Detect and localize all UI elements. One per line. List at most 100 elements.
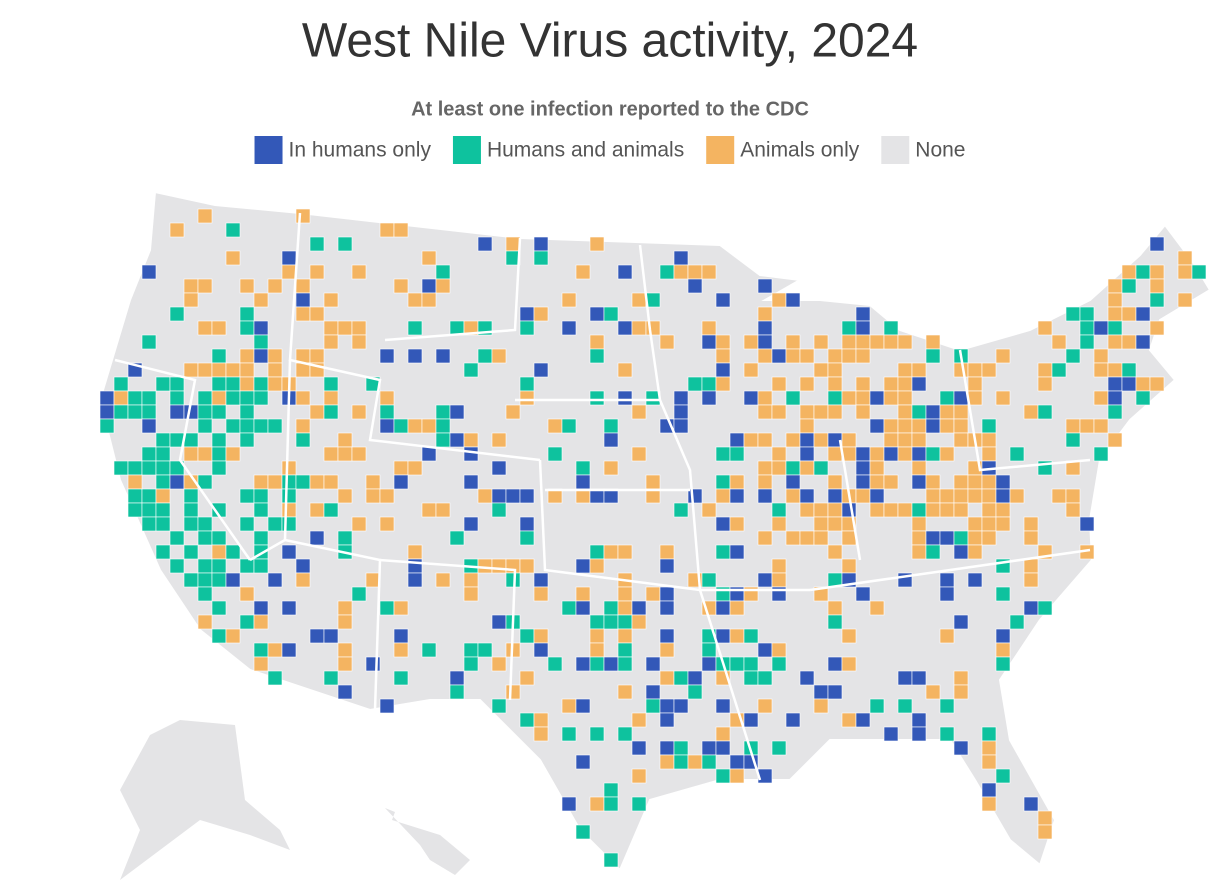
county bbox=[897, 418, 913, 434]
county bbox=[533, 726, 549, 742]
county bbox=[771, 376, 787, 392]
county bbox=[393, 474, 409, 490]
county bbox=[1079, 418, 1095, 434]
county bbox=[561, 796, 577, 812]
county bbox=[939, 404, 955, 420]
county bbox=[729, 432, 745, 448]
county bbox=[841, 334, 857, 350]
county bbox=[561, 320, 577, 336]
county bbox=[239, 516, 255, 532]
county bbox=[267, 642, 283, 658]
county bbox=[267, 418, 283, 434]
county bbox=[1149, 320, 1165, 336]
county bbox=[603, 432, 619, 448]
county bbox=[827, 684, 843, 700]
county bbox=[757, 698, 773, 714]
county bbox=[225, 628, 241, 644]
county bbox=[841, 348, 857, 364]
county bbox=[169, 530, 185, 546]
county bbox=[883, 376, 899, 392]
county bbox=[1107, 278, 1123, 294]
county bbox=[715, 698, 731, 714]
county bbox=[519, 306, 535, 322]
county bbox=[701, 642, 717, 658]
county bbox=[421, 418, 437, 434]
county bbox=[533, 642, 549, 658]
county bbox=[519, 516, 535, 532]
county bbox=[897, 404, 913, 420]
county bbox=[771, 292, 787, 308]
county bbox=[953, 390, 969, 406]
county bbox=[1079, 334, 1095, 350]
county bbox=[617, 726, 633, 742]
county bbox=[995, 628, 1011, 644]
county bbox=[967, 362, 983, 378]
county bbox=[99, 418, 115, 434]
county bbox=[1107, 334, 1123, 350]
county bbox=[757, 572, 773, 588]
county bbox=[253, 334, 269, 350]
county bbox=[673, 250, 689, 266]
county bbox=[743, 432, 759, 448]
county bbox=[253, 642, 269, 658]
county bbox=[617, 684, 633, 700]
county bbox=[281, 474, 297, 490]
county bbox=[701, 264, 717, 280]
county bbox=[127, 474, 143, 490]
county bbox=[1121, 264, 1137, 280]
county bbox=[309, 264, 325, 280]
county bbox=[99, 404, 115, 420]
county-cells bbox=[99, 208, 1207, 868]
county bbox=[995, 768, 1011, 784]
county bbox=[715, 726, 731, 742]
county bbox=[925, 502, 941, 518]
county bbox=[855, 376, 871, 392]
county bbox=[1023, 404, 1039, 420]
county bbox=[757, 306, 773, 322]
county bbox=[239, 390, 255, 406]
county bbox=[827, 348, 843, 364]
county bbox=[533, 572, 549, 588]
county bbox=[239, 418, 255, 434]
county bbox=[561, 698, 577, 714]
county bbox=[925, 348, 941, 364]
county bbox=[505, 404, 521, 420]
county bbox=[337, 320, 353, 336]
county bbox=[701, 572, 717, 588]
county bbox=[617, 362, 633, 378]
county bbox=[981, 446, 997, 462]
county bbox=[785, 334, 801, 350]
county bbox=[561, 726, 577, 742]
county bbox=[617, 642, 633, 658]
county bbox=[617, 320, 633, 336]
county bbox=[841, 558, 857, 574]
county bbox=[911, 404, 927, 420]
county bbox=[981, 726, 997, 742]
county bbox=[1135, 390, 1151, 406]
county bbox=[911, 544, 927, 560]
county bbox=[1065, 348, 1081, 364]
county bbox=[183, 516, 199, 532]
county bbox=[491, 502, 507, 518]
county bbox=[995, 502, 1011, 518]
county bbox=[953, 670, 969, 686]
county bbox=[449, 404, 465, 420]
county bbox=[183, 292, 199, 308]
county bbox=[337, 614, 353, 630]
county bbox=[785, 390, 801, 406]
county bbox=[659, 558, 675, 574]
county bbox=[995, 656, 1011, 672]
county bbox=[155, 376, 171, 392]
county bbox=[239, 306, 255, 322]
county bbox=[379, 418, 395, 434]
county bbox=[757, 460, 773, 476]
county bbox=[1191, 264, 1207, 280]
county bbox=[561, 292, 577, 308]
county bbox=[617, 600, 633, 616]
county bbox=[1009, 446, 1025, 462]
county bbox=[253, 488, 269, 504]
county bbox=[225, 222, 241, 238]
county bbox=[715, 474, 731, 490]
county bbox=[757, 474, 773, 490]
county bbox=[225, 362, 241, 378]
